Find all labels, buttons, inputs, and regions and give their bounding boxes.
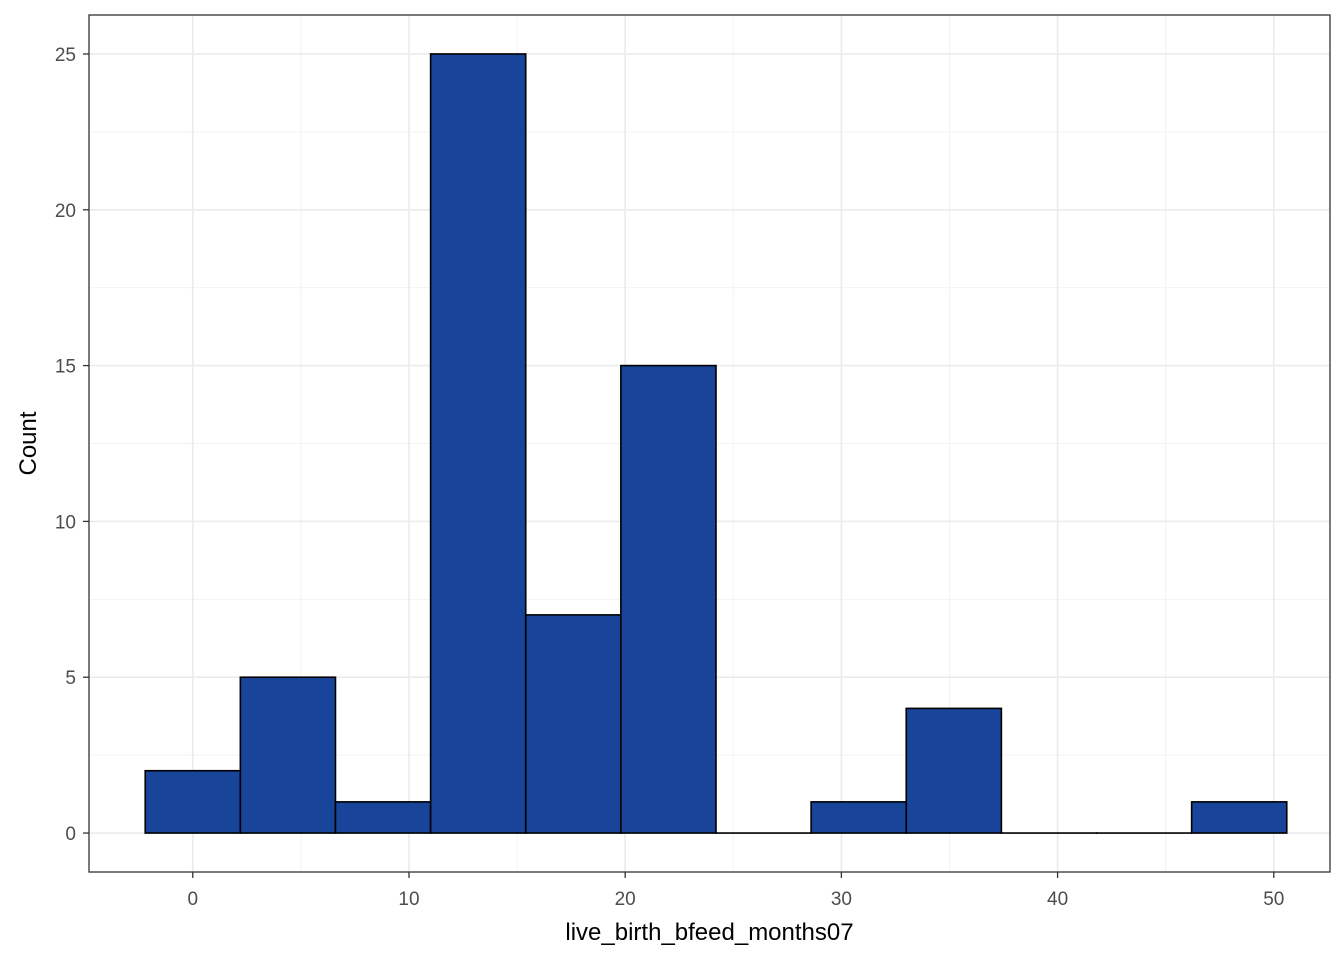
- y-tick-label: 15: [55, 357, 76, 378]
- y-axis-ticks: 0 5 10 15 20 25: [55, 45, 89, 845]
- histogram-bar-9: [905, 707, 1003, 834]
- y-axis-title: Count: [15, 411, 42, 475]
- x-tick-label: 20: [615, 889, 636, 910]
- y-tick-label: 25: [55, 45, 76, 66]
- y-tick-label: 0: [65, 824, 76, 845]
- plot-panel-border: [88, 14, 1331, 873]
- histogram-bars: [144, 53, 1288, 834]
- x-tick-label: 10: [398, 889, 419, 910]
- x-axis-title: live_birth_bfeed_months07: [565, 919, 853, 946]
- y-tick-label: 20: [55, 201, 76, 222]
- histogram-bar-4: [429, 53, 527, 834]
- x-tick-label: 50: [1263, 889, 1284, 910]
- y-tick-label: 10: [55, 512, 76, 533]
- histogram-bar-8: [810, 801, 908, 834]
- histogram-bar-2: [239, 676, 337, 834]
- x-tick-label: 0: [187, 889, 198, 910]
- histogram-bar-12: [1190, 801, 1288, 834]
- histogram-bar-6: [620, 364, 717, 834]
- x-tick-label: 30: [831, 889, 852, 910]
- y-tick-label: 5: [65, 668, 76, 689]
- histogram-bar-5: [524, 614, 622, 834]
- x-axis-ticks: 0 10 20 30 40 50: [187, 872, 1284, 910]
- histogram-bar-1: [144, 769, 242, 834]
- histogram-bar-3: [334, 801, 432, 834]
- x-tick-label: 40: [1047, 889, 1068, 910]
